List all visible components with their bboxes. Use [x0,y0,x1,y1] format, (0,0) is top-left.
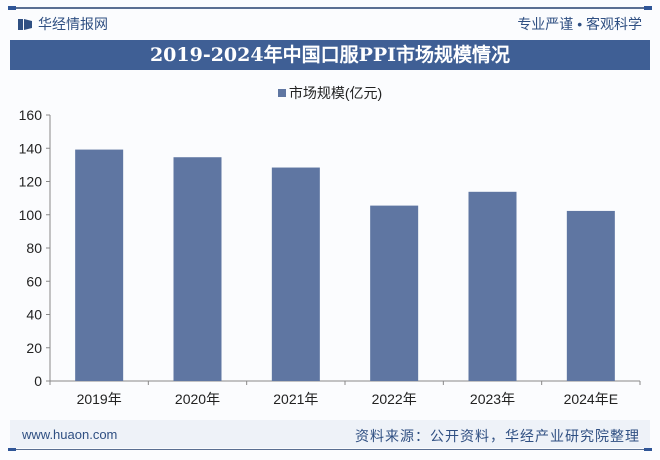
legend-label: 市场规模(亿元) [288,85,383,101]
source-note: 资料来源：公开资料，华经产业研究院整理 [355,428,640,444]
brand-name: 华经情报网 [38,16,108,32]
x-tick-label: 2022年 [372,391,417,407]
footer-band [10,420,650,448]
slogan: 专业严谨 • 客观科学 [517,16,642,32]
y-tick-label: 120 [19,174,43,190]
top-rule [8,6,652,10]
brand-logo-icon [18,18,32,30]
bar-2020年 [173,157,222,381]
y-tick-label: 140 [19,140,43,156]
bar-2023年 [468,191,517,381]
bar-2019年 [75,149,124,381]
x-tick-label: 2021年 [273,391,318,407]
y-tick-label: 160 [19,107,43,123]
x-tick-label: 2024年E [564,391,618,407]
bar-2021年 [271,167,320,381]
legend: 市场规模(亿元) [0,83,660,103]
bottom-rule [8,448,652,451]
footer-url: www.huaon.com [22,427,118,442]
brand: 华经情报网 [18,14,108,34]
x-tick-label: 2019年 [77,391,122,407]
y-tick-label: 0 [34,373,42,389]
chart-title: 2019-2024年中国口服PPI市场规模情况 [10,40,650,70]
y-tick-label: 100 [19,207,43,223]
y-tick-label: 20 [26,340,42,356]
bar-2024年E [566,210,615,381]
bar-2022年 [370,205,419,381]
x-tick-label: 2020年 [175,391,220,407]
x-tick-label: 2023年 [470,391,515,407]
y-tick-label: 60 [26,273,42,289]
y-tick-label: 40 [26,307,42,323]
y-tick-label: 80 [26,240,42,256]
legend-swatch [277,89,286,97]
